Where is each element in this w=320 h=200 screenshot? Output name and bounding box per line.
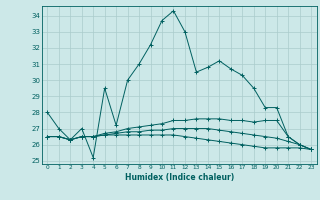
X-axis label: Humidex (Indice chaleur): Humidex (Indice chaleur) — [124, 173, 234, 182]
